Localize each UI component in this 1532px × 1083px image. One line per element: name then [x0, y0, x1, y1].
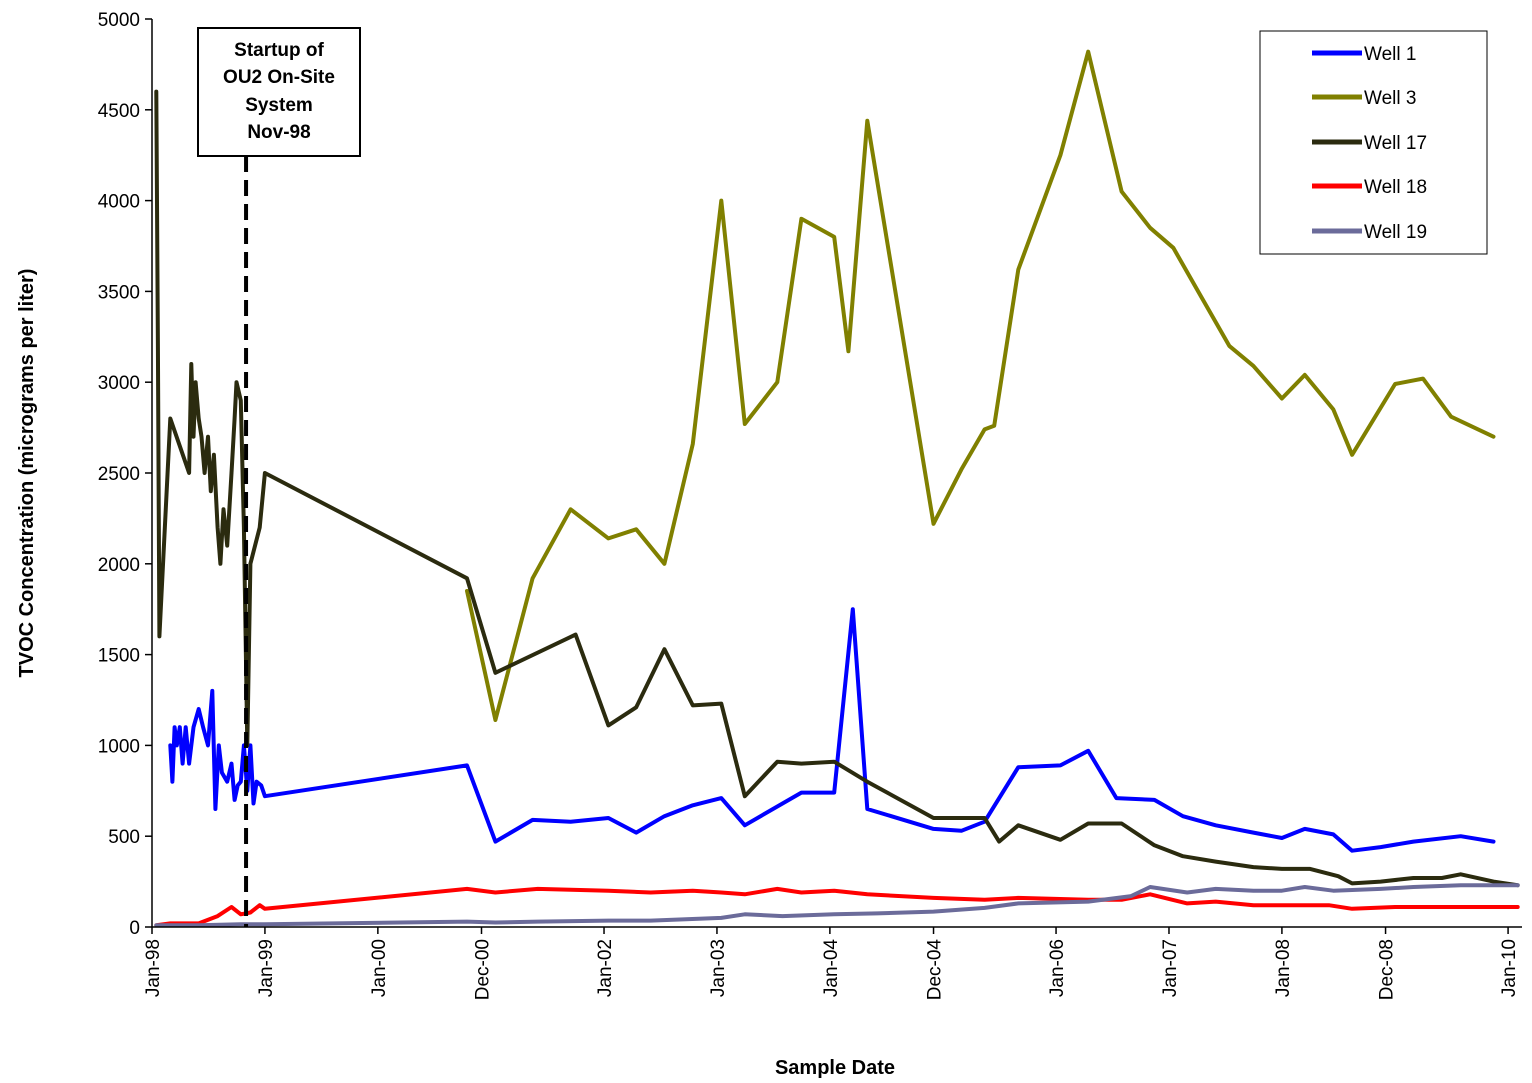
x-tick-label: Jan-10	[1499, 939, 1520, 997]
y-tick-label: 0	[129, 918, 140, 939]
startup-annotation-line-1: Startup of	[234, 40, 324, 61]
x-tick-label: Jan-03	[708, 939, 729, 997]
series-line-well-3	[465, 49, 1496, 722]
y-tick-label: 3000	[98, 373, 140, 394]
y-tick-label: 5000	[98, 10, 140, 31]
legend: Well 1 Well 3 Well 17 Well 18 Well 19	[1259, 30, 1488, 255]
startup-annotation-box	[197, 27, 361, 157]
x-tick-label: Dec-04	[925, 939, 946, 1001]
y-tick-label: 2500	[98, 464, 140, 485]
x-tick-label: Jan-02	[595, 939, 616, 997]
y-tick-label: 4000	[98, 192, 140, 213]
y-tick-layer: 0 500 1000 1500 2000 2500 3000 3500 4000 4500 5000	[98, 10, 152, 939]
y-axis-title: TVOC Concentration (micrograms per liter…	[16, 269, 38, 678]
series-line-well-18	[154, 886, 1520, 928]
x-tick-label: Jan-07	[1160, 939, 1181, 997]
y-tick-label: 500	[108, 827, 140, 848]
y-tick-label: 1000	[98, 736, 140, 757]
x-tick-layer: Jan-98 Jan-99 Jan-00 Dec-00 Jan-02 Jan-03 Jan-…	[143, 927, 1520, 1000]
legend-box	[1259, 30, 1488, 255]
series-line-well-1	[168, 607, 1496, 853]
legend-label-well-1: Well 1	[1364, 44, 1416, 65]
y-tick-label: 2000	[98, 555, 140, 576]
startup-annotation: Startup of OU2 On-Site System Nov-98	[197, 27, 361, 927]
x-tick-label: Dec-08	[1377, 939, 1398, 1000]
x-tick-label: Jan-04	[821, 939, 842, 998]
legend-label-well-3: Well 3	[1364, 88, 1416, 109]
x-tick-label: Jan-00	[369, 939, 390, 997]
startup-annotation-line-4: Nov-98	[247, 122, 310, 143]
startup-annotation-line-2: OU2 On-Site	[223, 67, 335, 88]
x-tick-label: Jan-98	[143, 939, 164, 997]
series-line-well-19	[154, 883, 1520, 928]
x-tick-label: Jan-06	[1047, 939, 1068, 997]
series-line-well-17	[154, 89, 1520, 888]
y-tick-label: 4500	[98, 101, 140, 122]
y-tick-label: 3500	[98, 282, 140, 303]
series-layer	[154, 49, 1520, 928]
x-tick-label: Dec-00	[473, 939, 494, 1000]
x-tick-label: Jan-99	[256, 939, 277, 997]
x-tick-label: Jan-08	[1273, 939, 1294, 997]
legend-label-well-17: Well 17	[1364, 133, 1427, 154]
x-axis-title: Sample Date	[775, 1057, 895, 1079]
y-tick-label: 1500	[98, 646, 140, 667]
legend-label-well-19: Well 19	[1364, 222, 1427, 243]
startup-annotation-line-3: System	[245, 95, 313, 116]
legend-label-well-18: Well 18	[1364, 177, 1427, 198]
